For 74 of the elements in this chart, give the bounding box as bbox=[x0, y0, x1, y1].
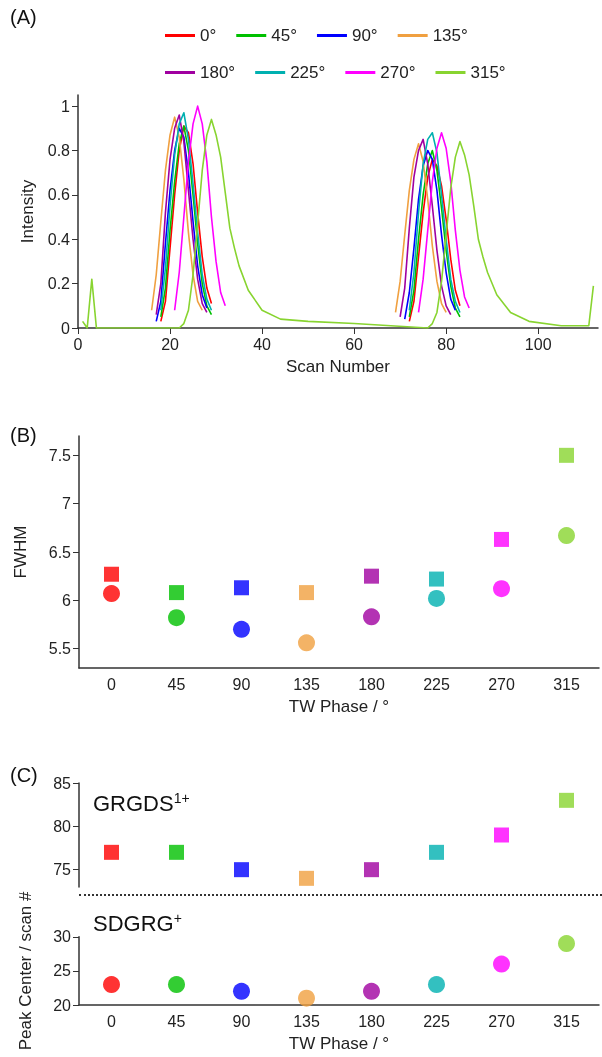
point bbox=[169, 844, 184, 860]
x-tick-label: 0 bbox=[73, 335, 83, 353]
x-tick-label: 90 bbox=[232, 1012, 251, 1030]
point bbox=[559, 792, 574, 808]
x-tick-label: 40 bbox=[253, 335, 272, 353]
x-tick-label: 135 bbox=[293, 1012, 320, 1030]
y-tick-label: 0.8 bbox=[47, 141, 71, 159]
y-tick-label: 0.2 bbox=[47, 275, 71, 293]
y-tick-label: 1 bbox=[61, 97, 71, 115]
legend-label: 270° bbox=[380, 63, 416, 82]
point bbox=[558, 935, 575, 953]
point bbox=[363, 982, 380, 1000]
legend-label: 135° bbox=[432, 26, 468, 45]
x-tick-label: 270 bbox=[488, 1012, 515, 1030]
y-tick-label: 80 bbox=[53, 817, 72, 835]
x-tick-label: 60 bbox=[345, 335, 364, 353]
y-axis-title: FWHM bbox=[11, 525, 30, 579]
point bbox=[364, 862, 379, 878]
x-axis-title: TW Phase / ° bbox=[288, 1034, 390, 1053]
y-tick-label: 0 bbox=[61, 319, 71, 337]
x-tick-label: 45 bbox=[167, 1012, 186, 1030]
y-tick-label: 75 bbox=[53, 861, 72, 879]
y-tick-label: 0.6 bbox=[47, 186, 71, 204]
x-tick-label: 135 bbox=[293, 675, 320, 693]
point bbox=[103, 976, 120, 994]
chart-title: (B) bbox=[10, 424, 37, 446]
x-tick-label: 180 bbox=[358, 1012, 385, 1030]
y-tick-label: 20 bbox=[53, 996, 72, 1014]
x-tick-label: 225 bbox=[423, 675, 450, 693]
legend-label: 0° bbox=[200, 26, 217, 45]
point bbox=[104, 844, 119, 860]
y-tick-label: 5.5 bbox=[48, 640, 72, 658]
y-tick-label: 6 bbox=[62, 591, 72, 609]
y-tick-label: 0.4 bbox=[47, 230, 71, 248]
chart-title: (C) bbox=[10, 764, 38, 786]
text: SDGRG+ bbox=[93, 910, 182, 936]
point bbox=[233, 982, 250, 1000]
x-tick-label: 315 bbox=[553, 1012, 580, 1030]
x-tick-label: 270 bbox=[488, 675, 515, 693]
y-tick-label: 25 bbox=[53, 962, 72, 980]
y-tick-label: 85 bbox=[53, 774, 72, 792]
y-axis-title: Peak Center / scan # bbox=[16, 890, 35, 1051]
point bbox=[168, 976, 185, 994]
x-tick-label: 0 bbox=[107, 1012, 117, 1030]
legend-label: 180° bbox=[200, 63, 236, 82]
point bbox=[234, 862, 249, 878]
x-axis-title: Scan Number bbox=[286, 357, 391, 376]
point bbox=[428, 976, 445, 994]
legend-label: 225° bbox=[290, 63, 326, 82]
y-axis-title: Intensity bbox=[18, 179, 37, 244]
chart-title: (A) bbox=[10, 6, 37, 28]
x-tick-label: 45 bbox=[167, 675, 186, 693]
y-tick-label: 6.5 bbox=[48, 543, 72, 561]
x-axis-title: TW Phase / ° bbox=[288, 697, 390, 716]
x-tick-label: 0 bbox=[107, 675, 117, 693]
y-tick-label: 30 bbox=[53, 928, 72, 946]
point bbox=[298, 989, 315, 1007]
point bbox=[299, 870, 314, 886]
x-tick-label: 20 bbox=[161, 335, 180, 353]
y-tick-label: 7 bbox=[62, 495, 72, 513]
legend-label: 45° bbox=[271, 26, 297, 45]
x-tick-label: 225 bbox=[423, 1012, 450, 1030]
y-tick-label: 7.5 bbox=[48, 446, 72, 464]
x-tick-label: 180 bbox=[358, 675, 385, 693]
legend-label: 90° bbox=[351, 26, 378, 45]
x-tick-label: 100 bbox=[524, 335, 552, 353]
x-tick-label: 80 bbox=[437, 335, 456, 353]
x-tick-label: 315 bbox=[553, 675, 580, 693]
line-series bbox=[81, 118, 595, 329]
point bbox=[493, 955, 510, 973]
point bbox=[429, 844, 444, 860]
point bbox=[494, 827, 509, 843]
legend-label: 315° bbox=[470, 63, 506, 82]
x-tick-label: 90 bbox=[232, 675, 251, 693]
